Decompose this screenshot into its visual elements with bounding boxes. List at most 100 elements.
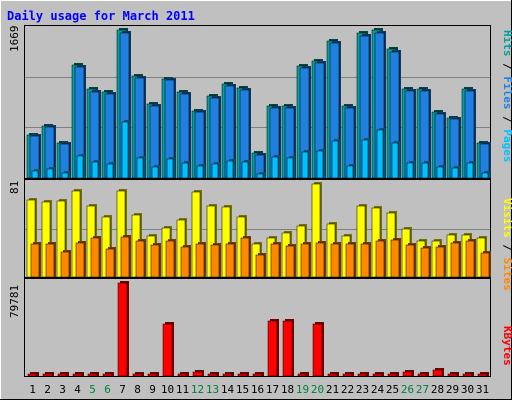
bar-pages-day-11 [181, 162, 189, 179]
bar-pages-day-8 [136, 157, 144, 179]
bar-pages-day-7 [121, 121, 129, 179]
bar-kbytes-day-16 [252, 373, 263, 377]
legend-part-Hits-0: Hits [501, 30, 512, 57]
bar-kbytes-day-19 [297, 373, 308, 377]
x-label-day-5: 5 [89, 383, 96, 396]
x-label-day-29: 29 [446, 383, 459, 396]
x-label-day-7: 7 [119, 383, 126, 396]
bar-sites-day-25 [390, 239, 400, 278]
x-label-day-16: 16 [251, 383, 264, 396]
x-label-day-4: 4 [74, 383, 81, 396]
x-label-day-1: 1 [29, 383, 36, 396]
legend-top-text: Hits / Files / Pages [501, 30, 512, 163]
panel-visits-max-label: 81 [8, 181, 21, 194]
bar-sites-day-31 [480, 252, 490, 278]
bar-sites-day-10 [165, 240, 175, 278]
x-label-day-10: 10 [161, 383, 174, 396]
bar-pages-day-15 [241, 161, 249, 179]
bar-kbytes-day-6 [102, 373, 113, 377]
bar-kbytes-day-7 [117, 282, 128, 377]
x-label-day-6: 6 [104, 383, 111, 396]
bar-kbytes-day-4 [72, 373, 83, 377]
bar-kbytes-day-18 [282, 320, 293, 377]
bar-sites-day-14 [225, 243, 235, 278]
x-label-day-13: 13 [206, 383, 219, 396]
bar-sites-day-3 [60, 251, 70, 278]
x-label-day-24: 24 [371, 383, 385, 396]
legend-part-/-3: / [501, 110, 512, 130]
x-label-day-20: 20 [311, 383, 324, 396]
x-label-day-30: 30 [461, 383, 474, 396]
bar-sites-day-28 [435, 246, 445, 278]
bar-pages-day-6 [106, 163, 114, 179]
bar-sites-day-5 [90, 237, 100, 278]
legend-part-/-1: / [501, 57, 512, 77]
bar-sites-day-24 [375, 240, 385, 278]
bar-kbytes-day-30 [462, 373, 473, 377]
bar-kbytes-day-24 [372, 373, 383, 377]
x-label-day-22: 22 [341, 383, 354, 396]
legend-bottom-text: KBytes [501, 326, 512, 366]
legend-middle-text: Visits / Sites [501, 198, 512, 291]
bar-pages-day-25 [391, 142, 399, 179]
bar-kbytes-day-5 [87, 373, 98, 377]
legend-part-KBytes-0: KBytes [501, 326, 512, 366]
x-label-day-21: 21 [326, 383, 339, 396]
bar-pages-day-14 [226, 160, 234, 179]
bar-pages-day-26 [406, 162, 414, 179]
bar-kbytes-day-21 [327, 373, 338, 377]
chart-title: Daily usage for March 2011 [7, 9, 195, 23]
bar-sites-day-29 [450, 242, 460, 278]
bar-pages-day-21 [331, 140, 339, 179]
bar-sites-day-23 [360, 243, 370, 278]
x-axis-day-labels: 1 2 3 4 5 6 7 8 9 10 11 12 13 14 15 16 17 18 19 20 21 22 23 24 2… [29, 383, 489, 396]
bar-kbytes-day-31 [477, 373, 488, 377]
panel-hits-frame [24, 25, 491, 179]
bar-sites-day-1 [30, 243, 40, 278]
bar-sites-day-22 [345, 243, 355, 278]
bar-kbytes-day-1 [27, 373, 38, 377]
x-label-day-2: 2 [44, 383, 51, 396]
x-label-day-8: 8 [134, 383, 141, 396]
bar-kbytes-day-3 [57, 373, 68, 377]
bar-sites-day-26 [405, 244, 415, 278]
x-label-day-26: 26 [401, 383, 414, 396]
x-label-day-17: 17 [266, 383, 279, 396]
x-label-day-12: 12 [191, 383, 204, 396]
bar-sites-day-7 [120, 236, 130, 278]
bar-sites-day-27 [420, 247, 430, 278]
legend-part-Sites-2: Sites [501, 258, 512, 291]
panel-hits: 1669 [8, 25, 491, 179]
bar-sites-day-11 [180, 246, 190, 278]
bar-kbytes-day-11 [177, 373, 188, 377]
bar-pages-day-23 [361, 139, 369, 179]
bar-pages-day-28 [436, 166, 444, 179]
x-label-day-14: 14 [221, 383, 235, 396]
x-label-day-3: 3 [59, 383, 66, 396]
x-label-day-28: 28 [431, 383, 444, 396]
panel-kbytes-bars [27, 281, 489, 377]
bar-pages-day-5 [91, 161, 99, 179]
bar-kbytes-day-27 [417, 373, 428, 377]
x-label-day-19: 19 [296, 383, 309, 396]
bar-kbytes-day-28 [432, 369, 443, 377]
bar-sites-day-6 [105, 248, 115, 278]
panel-visits-frame [24, 179, 491, 278]
legend-visits-sites: Visits / Sites [501, 198, 512, 291]
bar-pages-day-18 [286, 157, 294, 179]
legend-part-Visits-0: Visits [501, 198, 512, 238]
bar-kbytes-day-25 [387, 373, 398, 377]
bar-kbytes-day-13 [207, 373, 218, 377]
bar-kbytes-day-10 [162, 323, 173, 377]
bar-kbytes-day-26 [402, 371, 413, 377]
bar-pages-day-10 [166, 158, 174, 179]
bar-sites-day-18 [285, 245, 295, 278]
bar-pages-day-30 [466, 162, 474, 179]
bar-pages-day-22 [346, 165, 354, 179]
bar-pages-day-9 [151, 166, 159, 179]
bar-pages-day-24 [376, 129, 384, 179]
bar-pages-day-12 [196, 165, 204, 179]
bar-pages-day-1 [31, 170, 39, 179]
bar-sites-day-20 [315, 242, 325, 278]
bar-sites-day-8 [135, 240, 145, 278]
